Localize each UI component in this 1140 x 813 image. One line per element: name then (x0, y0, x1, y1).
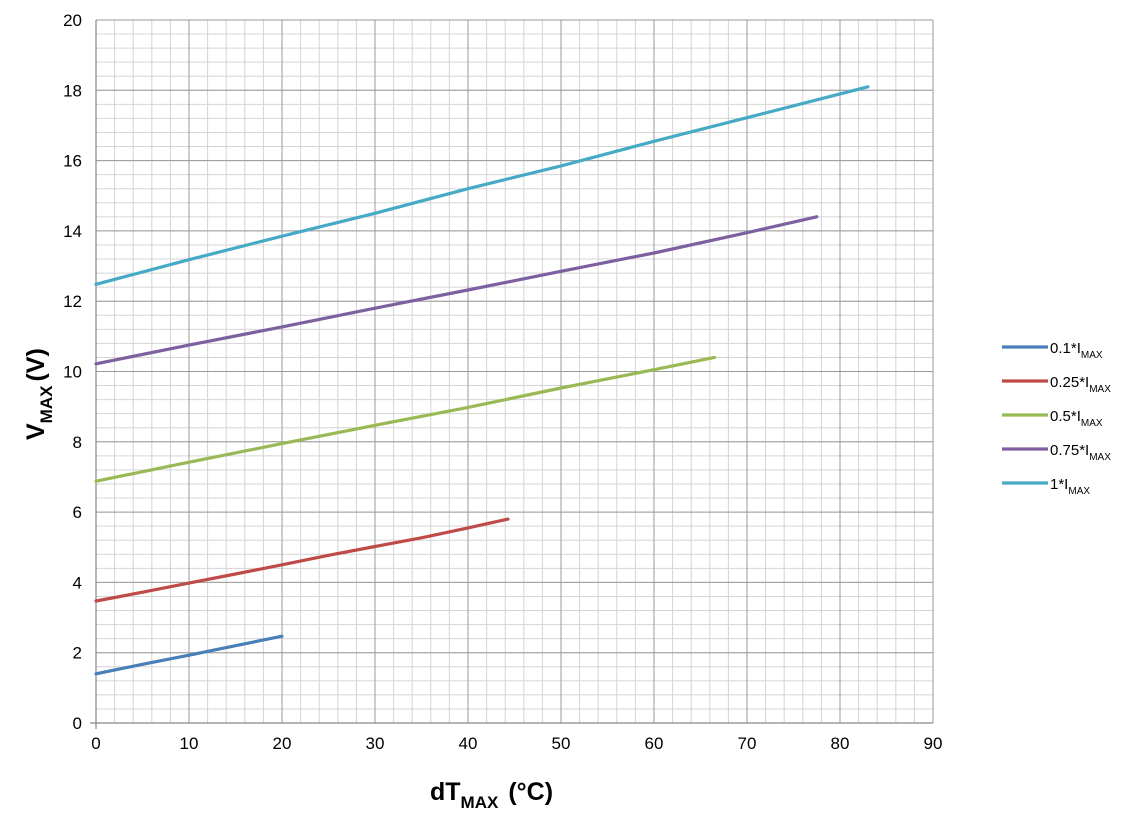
series-line-5 (94, 85, 870, 286)
x-tick-label: 10 (180, 734, 199, 753)
y-axis-title-sub: MAX (37, 385, 56, 423)
series-lines (94, 85, 870, 676)
y-tick-labels: 0 2 4 6 8 10 12 14 16 18 20 (63, 11, 82, 733)
major-gridlines (95, 19, 934, 724)
y-tick-label: 18 (63, 81, 82, 100)
legend-label: 0.1*IMAX (1050, 340, 1103, 361)
y-tick-label: 8 (73, 433, 82, 452)
series-line-4 (94, 215, 819, 366)
y-tick-label: 6 (73, 503, 82, 522)
series-line-2 (94, 517, 510, 603)
y-tick-label: 2 (73, 644, 82, 663)
legend-label: 0.5*IMAX (1050, 408, 1103, 429)
legend-label: 1*IMAX (1050, 476, 1090, 497)
x-axis-title-sub: MAX (461, 793, 499, 808)
series-line-1 (94, 634, 284, 676)
legend-item: 0.25*IMAX (1002, 374, 1111, 395)
y-tick-label: 20 (63, 11, 82, 30)
y-axis-title: VMAX (V) (22, 348, 56, 440)
x-tick-label: 70 (738, 734, 757, 753)
x-tick-label: 20 (273, 734, 292, 753)
series-line-3 (94, 355, 717, 483)
y-tick-label: 16 (63, 152, 82, 171)
legend-item: 0.5*IMAX (1002, 408, 1103, 429)
x-tick-label: 0 (91, 734, 100, 753)
y-tick-label: 12 (63, 292, 82, 311)
y-tick-label: 14 (63, 222, 82, 241)
axes (90, 20, 933, 729)
x-axis-title-main: dT (430, 778, 461, 806)
x-tick-label: 50 (552, 734, 571, 753)
legend-item: 0.75*IMAX (1002, 442, 1111, 463)
x-tick-label: 80 (831, 734, 850, 753)
x-tick-label: 30 (366, 734, 385, 753)
y-axis-title-unit: (V) (22, 348, 50, 381)
x-tick-label: 90 (924, 734, 943, 753)
legend-label: 0.75*IMAX (1050, 442, 1111, 463)
legend: 0.1*IMAX 0.25*IMAX 0.5*IMAX 0.75*IMAX 1*IMAX (1002, 340, 1111, 497)
x-axis-title-unit: (°C) (508, 778, 553, 806)
y-axis-title-main: V (22, 423, 50, 440)
x-tick-label: 60 (645, 734, 664, 753)
y-tick-label: 4 (73, 573, 82, 592)
y-tick-label: 10 (63, 363, 82, 382)
legend-label: 0.25*IMAX (1050, 374, 1111, 395)
legend-item: 1*IMAX (1002, 476, 1090, 497)
x-tick-labels: 0 10 20 30 40 50 60 70 80 90 (91, 734, 942, 753)
x-axis-title: dTMAX (°C) (430, 778, 553, 808)
x-tick-label: 40 (459, 734, 478, 753)
y-tick-label: 0 (73, 714, 82, 733)
legend-item: 0.1*IMAX (1002, 340, 1103, 361)
